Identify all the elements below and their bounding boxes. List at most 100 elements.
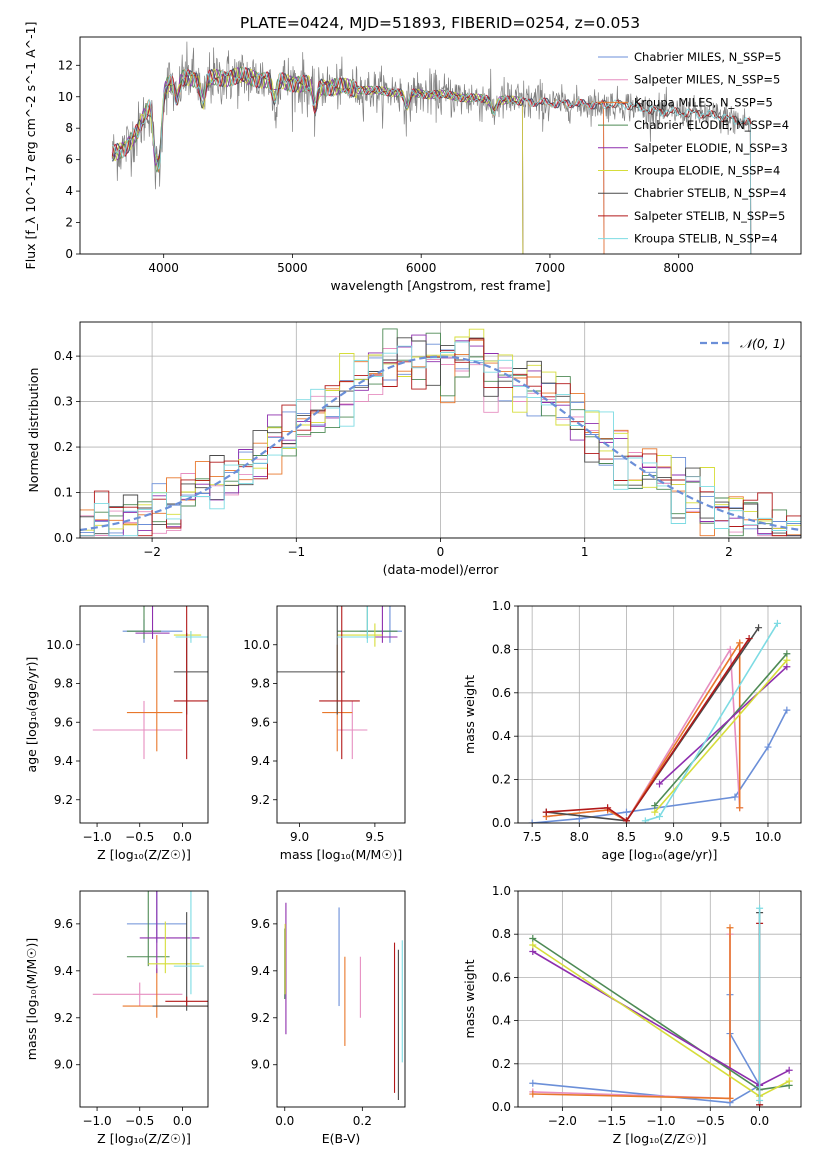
plus-marker bbox=[785, 1066, 793, 1074]
normal-curve bbox=[80, 355, 801, 532]
weight-series bbox=[542, 635, 753, 823]
errorbar-point bbox=[126, 635, 183, 752]
panel-weight-age: 7.5 8.0 8.5 9.0 9.5 10.0 0.0 0.2 0.4 0.6 0.8 1.0 age… bbox=[462, 599, 802, 862]
y-tick-label: 0.4 bbox=[492, 1014, 511, 1028]
errorbar-point bbox=[126, 606, 162, 639]
y-tick-label: 9.8 bbox=[251, 677, 270, 691]
weight-series bbox=[641, 619, 781, 823]
weight-series bbox=[529, 924, 734, 1102]
x-tick-label: −0.5 bbox=[125, 830, 154, 844]
legend-label: Salpeter STELIB, N_SSP=5 bbox=[634, 209, 785, 223]
plus-marker bbox=[651, 802, 659, 810]
plus-marker bbox=[785, 1077, 793, 1085]
histogram-step bbox=[80, 341, 801, 537]
axes-frame bbox=[79, 605, 209, 824]
x-tick-label: 1 bbox=[581, 545, 589, 559]
y-tick-label: 0.0 bbox=[54, 531, 73, 545]
y-axis-label: Flux [f_λ 10^-17 erg cm^-2 s^-1 A^-1] bbox=[23, 22, 38, 270]
x-tick-label: 2 bbox=[725, 545, 733, 559]
errorbar-point bbox=[165, 996, 208, 1007]
data-spectrum bbox=[111, 41, 752, 190]
x-tick-label: 0.0 bbox=[173, 1114, 192, 1128]
legend-label: Chabrier ELODIE, N_SSP=4 bbox=[634, 118, 789, 132]
weight-series bbox=[656, 663, 791, 788]
weight-series bbox=[651, 650, 791, 810]
legend-label: Salpeter ELODIE, N_SSP=3 bbox=[634, 141, 788, 155]
y-tick-label: 0.2 bbox=[492, 1057, 511, 1071]
weight-line bbox=[645, 622, 779, 822]
x-tick-label: 9.5 bbox=[365, 830, 384, 844]
plot-area-mass-EBV bbox=[284, 902, 403, 1100]
weight-series bbox=[529, 991, 764, 1107]
y-tick-label: 0.8 bbox=[492, 927, 511, 941]
y-tick-label: 9.2 bbox=[251, 793, 270, 807]
x-axis-label: E(B-V) bbox=[322, 1131, 361, 1146]
x-tick-label: −1.0 bbox=[82, 1114, 111, 1128]
legend-label: Kroupa MILES, N_SSP=5 bbox=[634, 95, 773, 109]
plus-marker bbox=[756, 1097, 764, 1105]
y-tick-label: 0.4 bbox=[492, 729, 511, 743]
errorbar-point bbox=[173, 606, 208, 760]
panel-spectrum: 4000 5000 6000 7000 8000 0 2 4 6 8 10 12 wavelength … bbox=[23, 22, 802, 293]
plus-marker bbox=[622, 817, 630, 823]
y-axis-label: mass weight bbox=[462, 675, 477, 754]
x-tick-label: 0.0 bbox=[275, 1114, 294, 1128]
weight-series bbox=[756, 904, 764, 1105]
y-tick-label: 9.0 bbox=[54, 1058, 73, 1072]
errorbar-point bbox=[126, 891, 170, 967]
errorbar-point bbox=[173, 631, 202, 639]
axes-frame bbox=[276, 890, 406, 1108]
plot-area-mass-Z bbox=[92, 891, 208, 1018]
plus-marker bbox=[783, 650, 791, 658]
y-tick-label: 10.0 bbox=[46, 638, 73, 652]
legend-label: Chabrier MILES, N_SSP=5 bbox=[634, 50, 781, 64]
plus-marker bbox=[656, 780, 663, 788]
y-tick-label: 0.0 bbox=[492, 816, 511, 830]
y-tick-label: 0.1 bbox=[54, 486, 73, 500]
x-axis-label: Z [log₁₀(Z/Z☉)] bbox=[613, 1131, 707, 1146]
errorbar-point bbox=[92, 982, 183, 1007]
plus-marker bbox=[783, 706, 791, 714]
plus-marker bbox=[783, 656, 791, 664]
x-tick-label: 0.2 bbox=[353, 1114, 372, 1128]
errorbar-point bbox=[122, 968, 208, 1018]
errorbar-point bbox=[135, 606, 170, 639]
legend-label: Kroupa ELODIE, N_SSP=4 bbox=[634, 164, 780, 178]
y-tick-label: 2 bbox=[65, 216, 73, 230]
errorbar-point bbox=[92, 700, 183, 760]
y-tick-label: 4 bbox=[65, 184, 73, 198]
x-tick-label: −1.0 bbox=[646, 1114, 675, 1128]
y-tick-label: 1.0 bbox=[492, 884, 511, 898]
weight-series bbox=[542, 624, 763, 823]
x-tick-label: 9.0 bbox=[290, 830, 309, 844]
plus-marker bbox=[641, 817, 649, 823]
histogram-step bbox=[80, 337, 801, 537]
x-tick-label: 8.0 bbox=[570, 830, 589, 844]
y-tick-label: 0.2 bbox=[492, 773, 511, 787]
y-tick-label: 9.4 bbox=[54, 964, 73, 978]
plus-marker bbox=[528, 819, 536, 823]
x-tick-label: 8000 bbox=[663, 261, 694, 275]
y-tick-label: 10.0 bbox=[243, 638, 270, 652]
panel-age-mass: 9.0 9.5 9.2 9.4 9.6 9.8 10.0 mass [log₁₀(M/M☉)] bbox=[243, 605, 406, 862]
y-tick-label: 6 bbox=[65, 153, 73, 167]
legend: 𝒩(0, 1) bbox=[700, 336, 786, 351]
y-tick-label: 9.2 bbox=[251, 1011, 270, 1025]
y-tick-label: 9.4 bbox=[54, 754, 73, 768]
plus-marker bbox=[656, 812, 663, 820]
plus-marker bbox=[529, 1090, 537, 1098]
model-line bbox=[111, 66, 752, 254]
y-tick-label: 9.2 bbox=[54, 793, 73, 807]
x-tick-label: 4000 bbox=[148, 261, 179, 275]
errorbar-point bbox=[277, 606, 345, 715]
plus-marker bbox=[756, 904, 764, 912]
y-tick-label: 9.6 bbox=[251, 715, 270, 729]
panel-mass-Z: −1.0 −0.5 0.0 9.0 9.2 9.4 9.6 Z [log₁₀(Z/Z☉)] ma… bbox=[24, 890, 209, 1146]
errorbar-point bbox=[173, 891, 204, 995]
plot-area-age-mass bbox=[277, 606, 402, 760]
plot-area-weight-Z bbox=[518, 891, 801, 1107]
y-tick-label: 10 bbox=[58, 90, 73, 104]
y-tick-label: 9.8 bbox=[54, 677, 73, 691]
plot-area-age-Z bbox=[92, 606, 208, 760]
y-tick-label: 0.2 bbox=[54, 440, 73, 454]
